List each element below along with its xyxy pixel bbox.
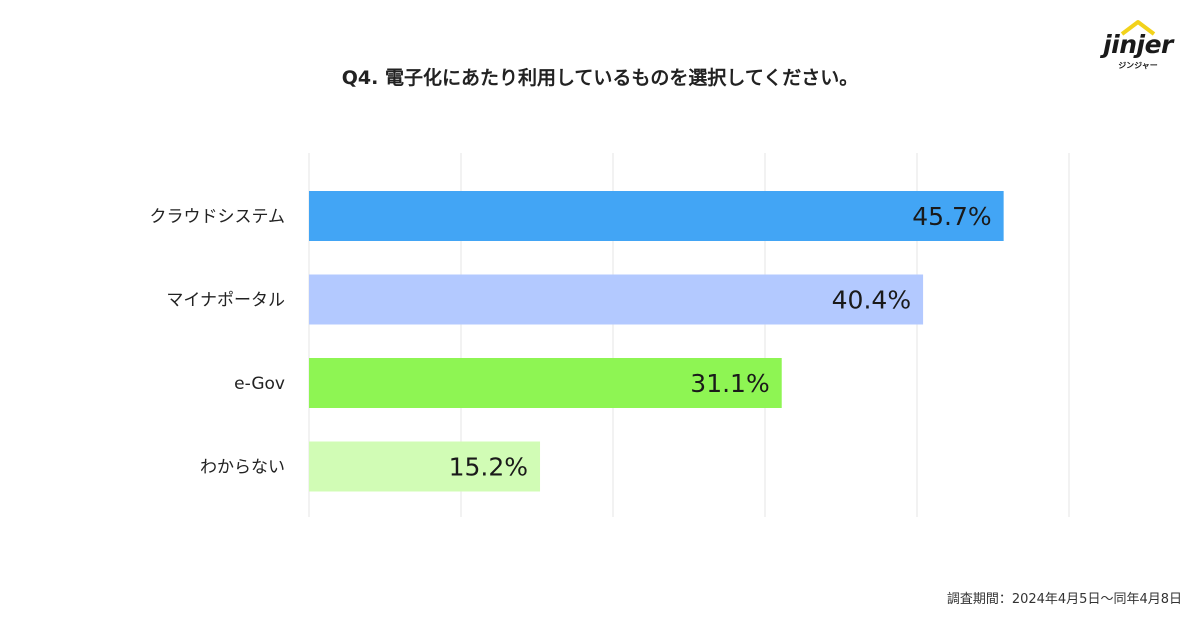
bar (309, 191, 1004, 241)
jinjer-logo: jinjer ジンジャー (1092, 16, 1184, 72)
category-label: マイナポータル (166, 291, 285, 311)
category-label: クラウドシステム (150, 207, 286, 227)
bar (309, 274, 924, 325)
data-label: 15.2% (449, 453, 528, 482)
data-label: 31.1% (690, 369, 769, 398)
chart-title: Q4. 電子化にあたり利用しているものを選択してください。 (341, 67, 859, 89)
category-label: わからない (200, 458, 285, 478)
logo-subtitle: ジンジャー (1118, 61, 1158, 70)
data-label: 45.7% (912, 202, 991, 231)
category-label: e-Gov (234, 374, 285, 394)
logo-wordmark: jinjer (1103, 30, 1173, 59)
data-label: 40.4% (832, 286, 911, 315)
logo-roof-icon (1120, 20, 1156, 36)
bar (309, 358, 782, 408)
survey-period-note: 調査期間：2024年4月5日〜同年4月8日 (946, 592, 1182, 607)
bar (309, 441, 541, 492)
